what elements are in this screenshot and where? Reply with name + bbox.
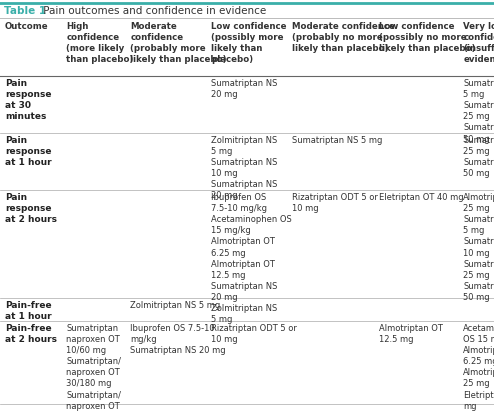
Text: Sumatriptan NS
20 mg: Sumatriptan NS 20 mg (211, 79, 278, 99)
Text: Rizatriptan ODT 5 or
10 mg: Rizatriptan ODT 5 or 10 mg (211, 324, 297, 344)
Text: Pain outcomes and confidence in evidence: Pain outcomes and confidence in evidence (40, 6, 266, 16)
Text: Moderate
confidence
(probably more
likely than placebo): Moderate confidence (probably more likel… (130, 22, 227, 64)
Text: Acetam
OS 15 m
Almotrip
6.25 mg
Almotrip
25 mg
Eletript
mg
Sumatr: Acetam OS 15 m Almotrip 6.25 mg Almotrip… (463, 324, 494, 413)
Text: Sumatriptan
naproxen OT
10/60 mg
Sumatriptan/
naproxen OT
30/180 mg
Sumatriptan/: Sumatriptan naproxen OT 10/60 mg Sumatri… (66, 324, 121, 413)
Text: Table 1: Table 1 (4, 6, 46, 16)
Text: Ibuprofen OS 7.5-10
mg/kg
Sumatriptan NS 20 mg: Ibuprofen OS 7.5-10 mg/kg Sumatriptan NS… (130, 324, 226, 355)
Text: Low confidence
(possibly more
likely than
placebo): Low confidence (possibly more likely tha… (211, 22, 287, 64)
Text: Moderate confidence
(probably no more
likely than placebo): Moderate confidence (probably no more li… (292, 22, 395, 53)
Text: Ibuprofen OS
7.5-10 mg/kg
Acetaminophen OS
15 mg/kg
Almotriptan OT
6.25 mg
Almot: Ibuprofen OS 7.5-10 mg/kg Acetaminophen … (211, 193, 292, 324)
Text: Very lo
confide
(insuffi
eviden...: Very lo confide (insuffi eviden... (463, 22, 494, 64)
Text: Almotrip
25 mg
Sumatr
5 mg
Sumatr
10 mg
Sumatr
25 mg
Sumatr
50 mg: Almotrip 25 mg Sumatr 5 mg Sumatr 10 mg … (463, 193, 494, 302)
Text: Eletriptan OT 40 mg: Eletriptan OT 40 mg (379, 193, 464, 202)
Text: Outcome: Outcome (5, 22, 48, 31)
Text: Almotriptan OT
12.5 mg: Almotriptan OT 12.5 mg (379, 324, 443, 344)
Text: Pain
response
at 2 hours: Pain response at 2 hours (5, 193, 57, 224)
Text: Sumatriptan NS 5 mg: Sumatriptan NS 5 mg (292, 136, 383, 145)
Text: Pain-free
at 1 hour: Pain-free at 1 hour (5, 301, 52, 321)
Text: Pain
response
at 1 hour: Pain response at 1 hour (5, 136, 52, 167)
Text: Sumatr
25 mg
Sumatr
50 mg: Sumatr 25 mg Sumatr 50 mg (463, 136, 494, 178)
Text: Pain-free
at 2 hours: Pain-free at 2 hours (5, 324, 57, 344)
Text: Pain
response
at 30
minutes: Pain response at 30 minutes (5, 79, 51, 121)
Text: Zolmitriptan NS
5 mg
Sumatriptan NS
10 mg
Sumatriptan NS
20 mg: Zolmitriptan NS 5 mg Sumatriptan NS 10 m… (211, 136, 278, 200)
Text: High
confidence
(more likely
than placebo): High confidence (more likely than placeb… (66, 22, 133, 64)
Text: Low confidence
(possibly no more
likely than placebo): Low confidence (possibly no more likely … (379, 22, 476, 53)
Text: Sumatr
5 mg
Sumatr
25 mg
Sumatr
50 mg: Sumatr 5 mg Sumatr 25 mg Sumatr 50 mg (463, 79, 494, 143)
Text: Zolmitriptan NS 5 mg: Zolmitriptan NS 5 mg (130, 301, 221, 310)
Text: Rizatriptan ODT 5 or
10 mg: Rizatriptan ODT 5 or 10 mg (292, 193, 378, 213)
